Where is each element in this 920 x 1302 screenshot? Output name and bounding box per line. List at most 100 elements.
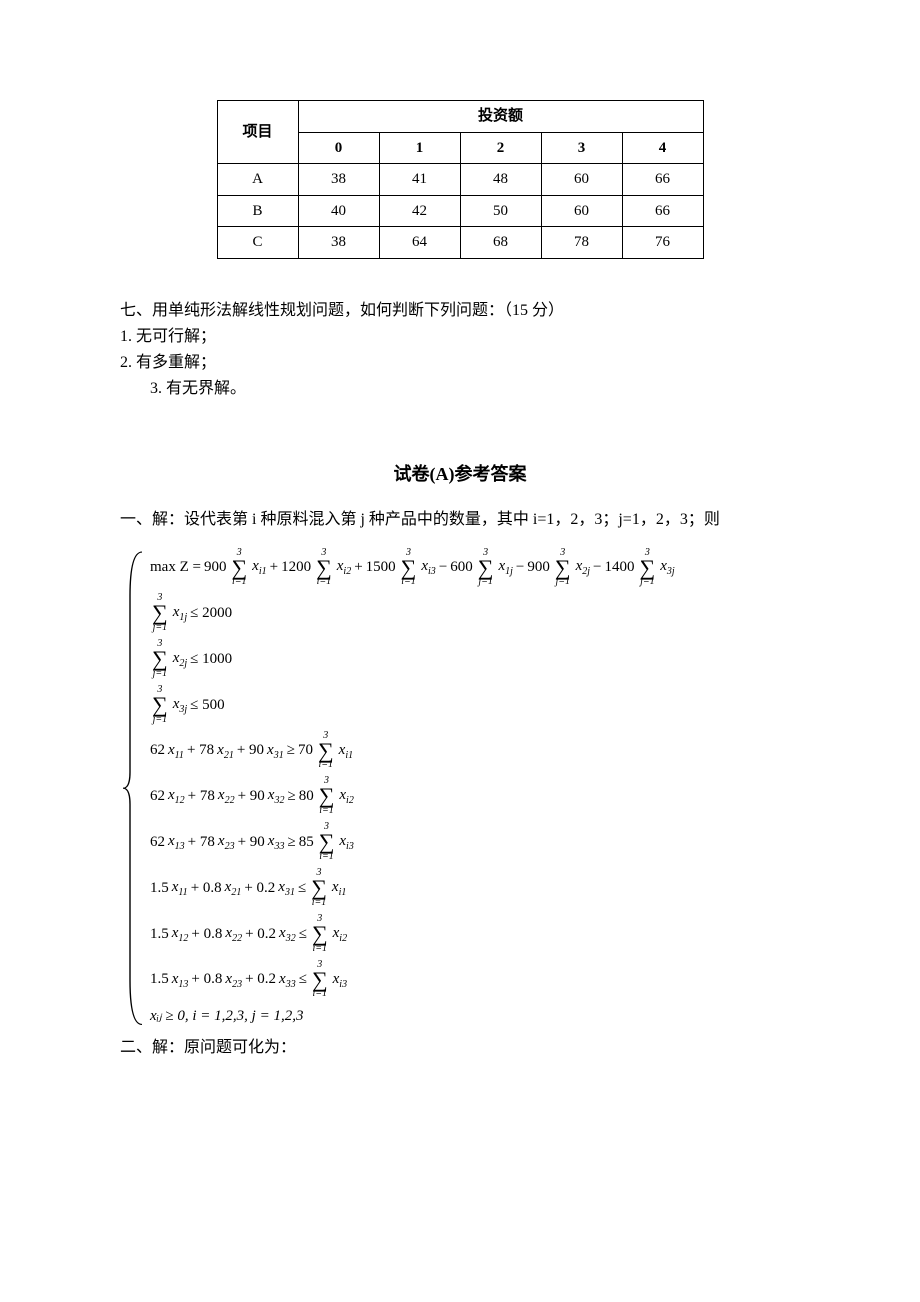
cell: 64 [379,227,460,259]
sigma-sum: 3∑i=1 [319,776,335,816]
math-text: ≤ [299,923,307,946]
math-text: ≤ 1000 [190,648,232,671]
variable: x12 [168,784,185,808]
math-text: 1400 [605,556,635,579]
sigma-sum: 3∑j=1 [555,548,571,588]
cell: 66 [622,195,703,227]
table-row: B 40 42 50 60 66 [217,195,703,227]
cell: 50 [460,195,541,227]
cell: 78 [541,227,622,259]
col-3: 3 [541,132,622,164]
math-text: + 0.8 [191,923,222,946]
cell: 60 [541,164,622,196]
math-text: + 78 [188,785,215,808]
math-text: xᵢⱼ ≥ 0, i = 1,2,3, j = 1,2,3 [150,1005,303,1028]
math-text: − [439,556,447,579]
variable: x22 [225,922,242,946]
variable: x2j [576,555,590,579]
math-text: + 0.8 [191,968,222,991]
math-text: ≤ [299,968,307,991]
table-header-project: 项目 [217,101,298,164]
variable: x3j [173,693,187,717]
q7-item3: 3. 有无界解。 [120,377,800,401]
sigma-sum: 3∑i=1 [318,731,334,771]
math-text: 1.5 [150,923,169,946]
math-text: 70 [298,739,313,762]
variable: x1j [498,555,512,579]
row-c-label: C [217,227,298,259]
math-text: + [354,556,362,579]
sigma-sum: 3∑i=1 [312,960,328,1000]
variable: x23 [225,968,242,992]
sigma-sum: 3∑i=1 [312,914,328,954]
investment-table: 项目 投资额 0 1 2 3 4 A 38 41 48 60 66 B 40 4… [217,100,704,259]
sigma-sum: 3∑i=1 [311,868,327,908]
variable: x11 [168,739,184,763]
variable: x31 [278,876,295,900]
cell: 42 [379,195,460,227]
variable: xi3 [421,555,435,579]
math-text: ≤ 2000 [190,602,232,625]
ans2-intro: 二、解：原问题可化为： [120,1036,800,1060]
table-header-invest: 投资额 [298,101,703,133]
constraint: 1.5x12 + 0.8x22 + 0.2x32 ≤ 3∑i=1xi2 [150,914,675,954]
math-text: + [270,556,278,579]
math-text: − [593,556,601,579]
cell: 40 [298,195,379,227]
cell: 68 [460,227,541,259]
variable: x3j [660,555,674,579]
sigma-sum: 3∑i=1 [401,548,417,588]
math-text: 62 [150,785,165,808]
math-text: + 0.8 [191,877,222,900]
variable: x21 [217,739,234,763]
constraint: 62x12 + 78x22 + 90x32 ≥ 803∑i=1xi2 [150,776,675,816]
q7-item2: 2. 有多重解； [120,351,800,375]
constraint: 3∑j=1x1j ≤ 2000 [150,593,675,633]
q7-item1: 1. 无可行解； [120,325,800,349]
col-4: 4 [622,132,703,164]
constraint: 62x11 + 78x21 + 90x31 ≥ 703∑i=1xi1 [150,731,675,771]
math-text: + 90 [238,831,265,854]
math-text: 62 [150,831,165,854]
col-0: 0 [298,132,379,164]
math-text: + 90 [237,739,264,762]
math-text: − [516,556,524,579]
variable: x1j [173,601,187,625]
sigma-sum: 3∑j=1 [152,639,168,679]
answer-1: 一、解：设代表第 i 种原料混入第 j 种产品中的数量，其中 i=1，2，3；j… [120,508,800,1028]
math-text: + 78 [187,739,214,762]
math-text: 1.5 [150,877,169,900]
cell: 60 [541,195,622,227]
variable: x11 [172,876,188,900]
math-text: 62 [150,739,165,762]
cell: 66 [622,164,703,196]
math-text: 1500 [366,556,396,579]
constraint: 1.5x11 + 0.8x21 + 0.2x31 ≤ 3∑i=1xi1 [150,868,675,908]
col-1: 1 [379,132,460,164]
math-text: 900 [527,556,550,579]
math-text: ≤ 500 [190,694,224,717]
math-text: ≤ [298,877,306,900]
variable: xi3 [339,830,353,854]
ans1-intro: 一、解：设代表第 i 种原料混入第 j 种产品中的数量，其中 i=1，2，3；j… [120,508,800,532]
q7-title: 七、用单纯形法解线性规划问题，如何判断下列问题：（15 分） [120,299,800,323]
variable: xi3 [333,968,347,992]
cell: 76 [622,227,703,259]
variable: x23 [218,830,235,854]
cell: 38 [298,164,379,196]
row-a-label: A [217,164,298,196]
math-text: + 0.2 [244,877,275,900]
variable: xi1 [332,876,346,900]
cell: 41 [379,164,460,196]
sigma-sum: 3∑i=1 [316,548,332,588]
col-2: 2 [460,132,541,164]
sigma-sum: 3∑i=1 [231,548,247,588]
math-text: + 78 [188,831,215,854]
variable: x13 [172,968,189,992]
math-text: 900 [204,556,227,579]
table-row: A 38 41 48 60 66 [217,164,703,196]
question-7: 七、用单纯形法解线性规划问题，如何判断下列问题：（15 分） 1. 无可行解； … [120,299,800,401]
math-text: + 0.2 [245,968,276,991]
constraint: 3∑j=1x3j ≤ 500 [150,685,675,725]
math-text: 85 [299,831,314,854]
